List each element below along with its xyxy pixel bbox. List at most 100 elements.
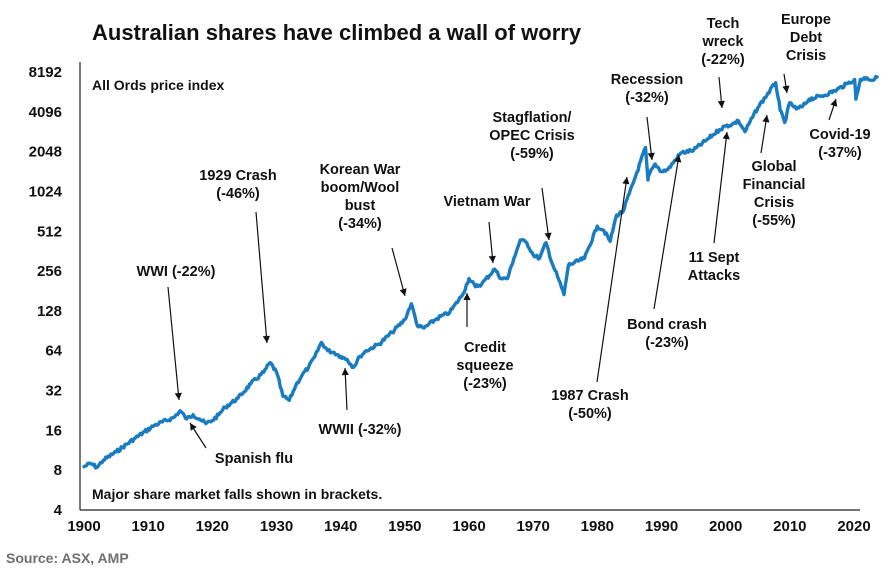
annotation: WWI (-22%) [137, 264, 216, 401]
y-tick-labels: 4 8 16 32 64 128 256 512 1024 2048 4096 8192 [29, 64, 63, 519]
annotation-text: wreck [701, 34, 744, 50]
annotation-arrow-line [596, 176, 628, 383]
annotation: 1987 Crash (-50%) [551, 176, 630, 422]
annotation: Spanish flu [189, 422, 293, 467]
annotation-arrow-line [391, 247, 406, 297]
annotation-arrow-line [344, 367, 348, 411]
annotation-text: Vietnam War [443, 194, 530, 210]
annotation-text: (-59%) [510, 146, 554, 162]
annotation-text: 1929 Crash [199, 168, 276, 184]
annotation-text: Credit [464, 340, 506, 356]
annotation-arrowhead [399, 288, 407, 296]
annotation-text: Global [751, 159, 796, 175]
x-tick-label: 1940 [324, 518, 357, 535]
annotation-text: Crisis [754, 195, 794, 211]
annotation-arrowhead [190, 423, 197, 431]
annotation-arrow-line [646, 116, 653, 161]
annotation-arrowhead [762, 115, 770, 123]
annotation-text: (-32%) [625, 90, 669, 106]
annotation-text: WWI (-22%) [137, 264, 216, 280]
annotation-text: (-23%) [463, 376, 507, 392]
annotation-text: (-55%) [752, 213, 796, 229]
y-tick-label: 4 [54, 502, 63, 519]
annotation: Recession (-32%) [611, 72, 684, 161]
x-tick-label: 1980 [581, 518, 614, 535]
x-tick-label: 2010 [773, 518, 806, 535]
annotation-layer: WWI (-22%) Spanish flu 1929 Crash (-46%) WWI… [137, 12, 871, 467]
y-tick-label: 256 [37, 263, 62, 280]
annotation: Covid-19 (-37%) [809, 98, 871, 161]
annotation-arrowhead [830, 99, 838, 107]
annotation-arrowhead [622, 177, 630, 185]
annotation-arrow-line [255, 211, 268, 344]
chart-title: Australian shares have climbed a wall of… [92, 20, 582, 45]
x-tick-label: 2000 [709, 518, 742, 535]
annotation-arrowhead [463, 293, 471, 300]
annotation-text: (-34%) [338, 216, 382, 232]
chart-footnote: Major share market falls shown in bracke… [92, 486, 382, 502]
annotation-text: 1987 Crash [551, 388, 628, 404]
x-tick-label: 2020 [837, 518, 870, 535]
annotation-text: Bond crash [627, 317, 707, 333]
annotation-text: Financial [743, 177, 806, 193]
y-tick-label: 64 [45, 343, 62, 360]
y-tick-label: 2048 [29, 144, 62, 161]
annotation-arrow-line [167, 286, 180, 401]
annotation-arrowhead [722, 132, 730, 140]
annotation-text: bust [345, 198, 376, 214]
annotation-arrow-line [653, 154, 680, 310]
y-tick-label: 128 [37, 303, 62, 320]
annotation: Tech wreck (-22%) [701, 16, 745, 109]
annotation-arrowhead [782, 85, 790, 93]
x-tick-label: 1920 [196, 518, 229, 535]
annotation-text: Korean War [320, 162, 401, 178]
annotation-arrowhead [717, 100, 725, 108]
annotation-text: 11 Sept [689, 250, 740, 266]
x-tick-label: 1900 [67, 518, 100, 535]
annotation-text: OPEC Crisis [489, 128, 574, 144]
all-ords-series-line [82, 74, 879, 470]
y-tick-label: 4096 [29, 104, 62, 121]
annotation-text: (-50%) [568, 406, 612, 422]
annotation-arrowhead [174, 392, 182, 400]
annotation: WWII (-32%) [319, 367, 402, 438]
annotation: Korean War boom/Wool bust (-34%) [320, 162, 407, 297]
annotation-text: Debt [790, 30, 822, 46]
annotation-text: (-22%) [701, 52, 745, 68]
annotation: Bond crash (-23%) [627, 154, 707, 351]
y-tick-label: 16 [45, 422, 62, 439]
annotation: Global Financial Crisis (-55%) [743, 114, 806, 229]
annotation: Vietnam War [443, 194, 531, 264]
x-tick-labels: 1900 1910 1920 1930 1940 1950 1960 1970 1980 1990… [67, 518, 870, 535]
x-tick-label: 1950 [388, 518, 421, 535]
annotation: 1929 Crash (-46%) [199, 168, 277, 344]
source-label: Source: ASX, AMP [6, 550, 129, 566]
annotation: Stagflation/OPEC Crisis (-59%) [489, 110, 575, 241]
x-tick-label: 1910 [131, 518, 164, 535]
annotation-text: (-23%) [645, 335, 689, 351]
y-tick-label: 8 [54, 462, 62, 479]
y-tick-label: 32 [45, 383, 62, 400]
annotation-text: (-37%) [818, 145, 862, 161]
annotation-arrow-line [541, 187, 550, 241]
x-tick-label: 1970 [516, 518, 549, 535]
annotation-text: squeeze [456, 358, 513, 374]
annotation-arrowhead [488, 255, 496, 263]
annotation-arrow-line [713, 131, 728, 244]
annotation-text: Recession [611, 72, 684, 88]
annotation: 11 Sept Attacks [688, 131, 740, 284]
annotation-arrowhead [647, 152, 655, 160]
annotation-arrowhead [341, 368, 349, 376]
annotation-arrowhead [674, 155, 682, 163]
annotation-text: (-46%) [216, 186, 260, 202]
y-tick-label: 512 [37, 223, 62, 240]
annotation-text: Crisis [786, 48, 826, 64]
annotation: Credit squeeze (-23%) [456, 293, 514, 392]
annotation: Europe Debt Crisis [781, 12, 831, 94]
annotation-arrowhead [262, 335, 270, 343]
x-tick-label: 1930 [260, 518, 293, 535]
annotation-text: Europe [781, 12, 831, 28]
annotation-arrowhead [544, 232, 552, 240]
chart-subtitle: All Ords price index [92, 77, 224, 93]
